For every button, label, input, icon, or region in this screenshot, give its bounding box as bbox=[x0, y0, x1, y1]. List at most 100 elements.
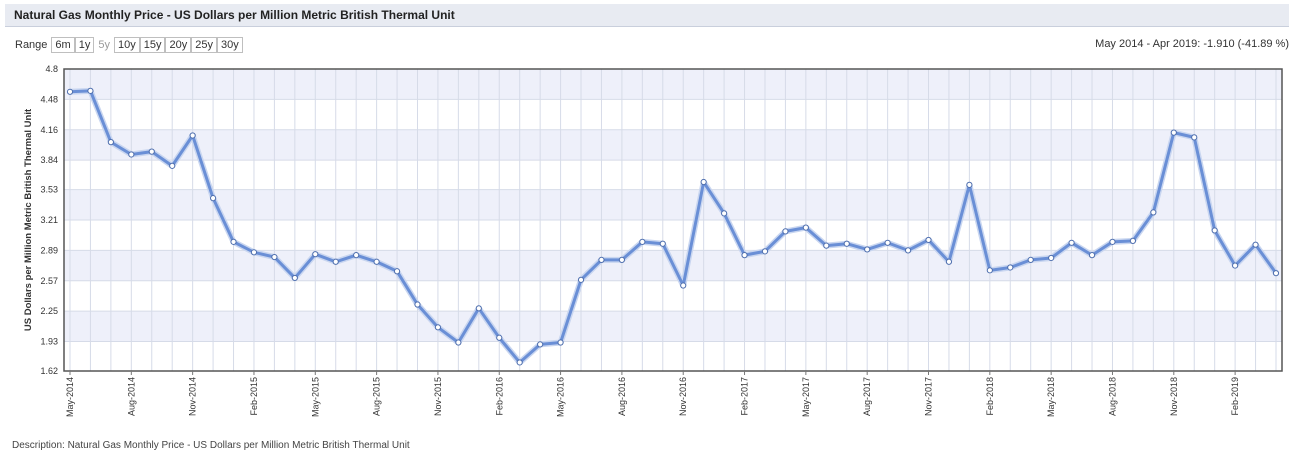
range-label: Range bbox=[15, 39, 48, 51]
data-point bbox=[1150, 209, 1157, 216]
data-point bbox=[1048, 254, 1055, 262]
x-tick-label: Nov-2018 bbox=[1169, 377, 1179, 416]
range-button-30y[interactable]: 30y bbox=[216, 37, 243, 53]
plot-band bbox=[64, 189, 1282, 220]
data-point bbox=[659, 240, 666, 247]
x-tick-label: Aug-2016 bbox=[617, 377, 627, 416]
data-point bbox=[782, 228, 789, 235]
x-tick-label: Nov-2016 bbox=[678, 377, 688, 416]
data-point bbox=[128, 151, 135, 158]
data-point bbox=[475, 305, 482, 312]
data-point bbox=[1211, 227, 1218, 234]
data-point bbox=[414, 301, 421, 308]
data-point bbox=[1170, 129, 1177, 136]
plot-band bbox=[64, 311, 1282, 342]
data-point bbox=[904, 247, 912, 254]
data-point bbox=[516, 359, 523, 366]
data-point bbox=[1007, 264, 1014, 271]
range-button-6m[interactable]: 6m bbox=[51, 37, 75, 53]
data-point bbox=[537, 341, 544, 348]
data-point bbox=[87, 87, 94, 94]
data-point bbox=[823, 242, 830, 249]
x-tick-label: May-2018 bbox=[1046, 377, 1056, 417]
data-point bbox=[925, 236, 932, 244]
y-tick-label: 3.21 bbox=[40, 215, 58, 225]
range-button-20y[interactable]: 20y bbox=[165, 37, 192, 53]
y-tick-label: 4.16 bbox=[40, 125, 58, 135]
data-point bbox=[741, 252, 748, 259]
y-tick-label: 2.89 bbox=[40, 245, 58, 255]
x-tick-label: May-2014 bbox=[65, 377, 75, 417]
data-point bbox=[761, 248, 769, 255]
data-point bbox=[843, 240, 850, 247]
data-point bbox=[966, 181, 973, 188]
data-point bbox=[230, 238, 237, 245]
y-tick-label: 3.53 bbox=[40, 185, 58, 195]
data-point bbox=[884, 239, 891, 246]
data-point bbox=[864, 246, 871, 253]
data-point bbox=[271, 253, 278, 261]
data-point bbox=[945, 258, 953, 265]
y-axis-label: US Dollars per Million Metric British Th… bbox=[23, 108, 34, 331]
x-tick-label: Aug-2014 bbox=[126, 377, 136, 416]
data-point bbox=[557, 339, 564, 346]
data-point bbox=[1109, 238, 1116, 245]
y-tick-label: 4.8 bbox=[45, 64, 58, 74]
data-point bbox=[1232, 262, 1239, 269]
data-point bbox=[1272, 270, 1280, 277]
x-tick-label: Nov-2015 bbox=[433, 377, 443, 416]
range-button-5y[interactable]: 5y bbox=[98, 39, 110, 51]
data-point bbox=[148, 148, 155, 155]
y-tick-label: 1.62 bbox=[40, 366, 58, 376]
y-tick-label: 2.25 bbox=[40, 306, 58, 316]
range-button-15y[interactable]: 15y bbox=[139, 37, 166, 53]
chart-title: Natural Gas Monthly Price - US Dollars p… bbox=[14, 8, 455, 22]
plot-border bbox=[63, 68, 1283, 372]
y-tick-label: 2.57 bbox=[40, 276, 58, 286]
range-button-10y[interactable]: 10y bbox=[113, 37, 140, 53]
data-point bbox=[1129, 237, 1137, 244]
data-point bbox=[312, 251, 319, 258]
data-point bbox=[393, 268, 401, 275]
series-line bbox=[69, 89, 1278, 364]
x-tick-label: Feb-2016 bbox=[494, 377, 504, 416]
data-point bbox=[209, 195, 217, 202]
data-point bbox=[577, 276, 585, 283]
x-tick-label: May-2016 bbox=[556, 377, 566, 417]
plot-band bbox=[64, 129, 1282, 161]
data-point bbox=[291, 274, 298, 282]
x-tick-label: Feb-2017 bbox=[740, 377, 750, 416]
y-tick-label: 1.93 bbox=[40, 337, 58, 347]
data-point bbox=[802, 224, 809, 231]
x-tick-label: May-2017 bbox=[801, 377, 811, 417]
data-point bbox=[986, 267, 993, 274]
data-point bbox=[618, 256, 625, 263]
data-point bbox=[1027, 256, 1034, 263]
data-point bbox=[639, 238, 646, 245]
data-point bbox=[1068, 239, 1075, 246]
x-tick-label: Nov-2014 bbox=[188, 377, 198, 416]
range-button-25y[interactable]: 25y bbox=[191, 37, 217, 53]
x-tick-label: Aug-2017 bbox=[862, 377, 872, 416]
range-selector: Range 6m 1y 5y 10y 15y 20y 25y 30y bbox=[15, 37, 243, 53]
x-tick-label: Feb-2018 bbox=[985, 377, 995, 416]
data-point bbox=[1088, 252, 1096, 259]
y-tick-label: 4.48 bbox=[40, 94, 58, 104]
data-point bbox=[700, 178, 707, 186]
x-tick-label: Nov-2017 bbox=[924, 377, 934, 416]
data-point bbox=[496, 334, 503, 341]
y-tick-label: 3.84 bbox=[40, 155, 58, 165]
x-tick-label: May-2015 bbox=[310, 377, 320, 417]
data-point bbox=[434, 324, 442, 331]
data-point bbox=[680, 282, 687, 289]
data-point bbox=[373, 258, 380, 265]
data-point bbox=[455, 339, 462, 346]
data-point bbox=[721, 210, 728, 217]
range-button-1y[interactable]: 1y bbox=[74, 37, 95, 53]
data-point bbox=[332, 258, 339, 265]
data-point bbox=[189, 132, 196, 139]
data-point bbox=[169, 162, 176, 169]
data-point bbox=[598, 256, 605, 263]
x-tick-label: Aug-2015 bbox=[372, 377, 382, 416]
x-tick-label: Feb-2015 bbox=[249, 377, 259, 416]
